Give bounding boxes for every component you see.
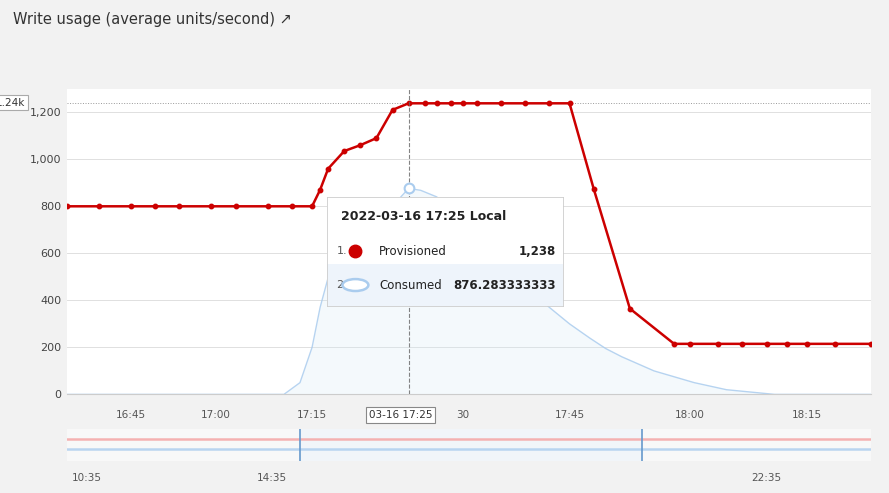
Bar [300,429,642,461]
Text: 10:35: 10:35 [72,473,101,484]
Text: 14:35: 14:35 [257,473,287,484]
Text: 876.283333333: 876.283333333 [453,279,556,291]
Text: 1.24k: 1.24k [0,98,25,108]
Text: 1,238: 1,238 [518,245,556,258]
Text: 22:35: 22:35 [751,473,781,484]
Bar [327,264,563,306]
Text: 03-16 17:25: 03-16 17:25 [369,410,432,420]
Text: 17:15: 17:15 [297,410,327,420]
Text: Write usage (average units/second) ↗: Write usage (average units/second) ↗ [13,12,292,27]
Text: 17:00: 17:00 [201,410,230,420]
Text: 18:15: 18:15 [792,410,822,420]
Text: Provisioned: Provisioned [379,245,447,258]
Text: 18:00: 18:00 [676,410,705,420]
Text: 16:45: 16:45 [116,410,146,420]
Text: 2022-03-16 17:25 Local: 2022-03-16 17:25 Local [341,210,507,223]
Circle shape [342,279,368,291]
Text: 1.: 1. [337,246,348,256]
Text: Consumed: Consumed [379,279,442,291]
Text: 17:45: 17:45 [555,410,585,420]
Text: 30: 30 [456,410,469,420]
Text: 2.: 2. [337,280,348,290]
